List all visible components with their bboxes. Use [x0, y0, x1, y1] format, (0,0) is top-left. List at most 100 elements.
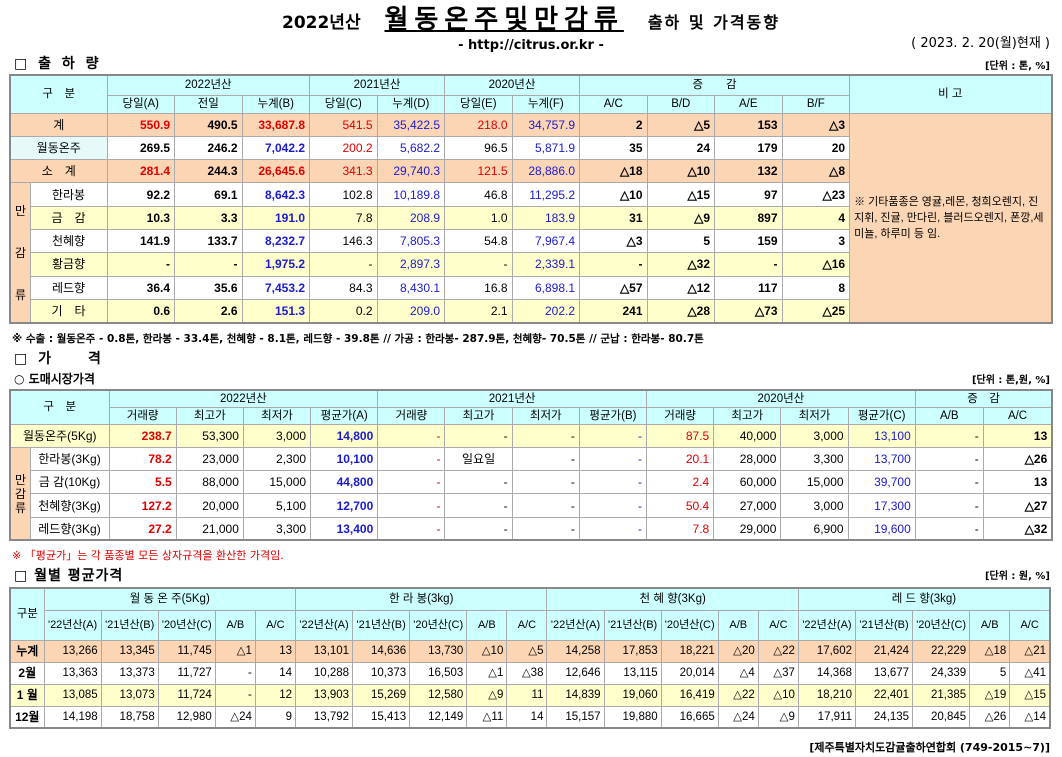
cell-d-4: 29,740.3	[376, 159, 446, 184]
subheader-8: B/D	[646, 94, 716, 114]
header-row: 구 분 2022년산 2021년산 2020년산 증 감	[9, 389, 1053, 425]
cell-4: -	[377, 470, 446, 495]
cell-3: △1	[214, 639, 256, 663]
price-unit: [단위 : 톤,원, %]	[971, 375, 1050, 386]
cell-f-6: 34,757.9	[511, 112, 581, 137]
row-label: 천혜향(3Kg)	[29, 493, 110, 518]
cell-c-3: 7.8	[309, 205, 378, 230]
row-label: 월동온주	[9, 135, 108, 161]
cell-9: 14	[506, 705, 548, 729]
cell-3: △24	[214, 705, 256, 729]
cell-6: -	[511, 423, 580, 448]
row-label: 누계	[9, 639, 45, 663]
cell-a-0: 36.4	[106, 275, 176, 300]
title-sub: 출하 및 가격동향	[647, 13, 780, 32]
cell-6: 14,636	[352, 639, 411, 663]
cell--1: 69.1	[174, 182, 243, 207]
cell-6: 15,413	[352, 705, 411, 729]
cell-10: 3,300	[780, 446, 849, 472]
cell-7: -	[578, 423, 648, 448]
cell-8: 7.8	[646, 516, 715, 541]
cell-a-0: 0.6	[106, 298, 176, 324]
side-char: 만	[15, 472, 27, 487]
cell-f-6: 6,898.1	[511, 275, 581, 300]
cell-16: 22,401	[854, 683, 914, 707]
cell-6: 15,269	[352, 683, 411, 707]
cell-13: △24	[717, 705, 759, 729]
cell-ac-7: △10	[579, 182, 648, 207]
subheader-1: '21년산(B)	[100, 609, 159, 641]
header-2020: 2020년산	[444, 74, 581, 96]
cell-ac-7: -	[579, 252, 648, 277]
subheader-0: '22년산(A)	[797, 609, 857, 641]
cell-3: 12,700	[310, 493, 379, 518]
cell-d-4: 5,682.2	[376, 135, 446, 161]
cell-a-0: 141.9	[106, 228, 176, 254]
header-2021: 2021년산	[309, 74, 446, 96]
cell-4: -	[377, 423, 446, 448]
cell-e-5: 121.5	[444, 159, 513, 184]
cell-8: △9	[466, 683, 508, 707]
cell-11: 13,100	[847, 423, 916, 448]
cell-e-5: 96.5	[444, 135, 513, 161]
cell-b-2: 8,642.3	[241, 182, 311, 207]
subheader-10: B/F	[781, 94, 851, 114]
subheader-5: 당일(E)	[444, 94, 513, 114]
header-group-1: 한 라 봉(3kg)	[294, 587, 548, 611]
table-row: 기 타 0.6 2.6 151.3 0.2 209.0 2.1 202.2 241 △28 △73 △…	[10, 298, 1052, 324]
cell-e-5: -	[444, 252, 513, 277]
cell-7: -	[578, 493, 648, 518]
cell-18: △18	[969, 639, 1011, 663]
cell-d-4: 2,897.3	[376, 252, 446, 277]
subheader-1: 전일	[174, 94, 243, 114]
cell-b-2: 8,232.7	[241, 228, 311, 254]
subheader-4: A/C	[254, 609, 297, 641]
cell-f-6: 5,871.9	[511, 135, 581, 161]
cell-4: 9	[254, 705, 297, 729]
cell-e-5: 218.0	[444, 112, 513, 137]
cell-14: △10	[757, 683, 799, 707]
header-2022: 2022년산	[106, 74, 311, 96]
cell-18: 5	[969, 661, 1011, 685]
cell-bf-10: 3	[781, 228, 851, 254]
cell-c-3: 341.3	[309, 159, 378, 184]
row-label: 금 감	[29, 205, 108, 230]
cell-14: △22	[757, 639, 799, 663]
cell-7: 16,503	[409, 661, 468, 685]
cell-3: -	[214, 661, 256, 685]
cell-11: 17,300	[847, 493, 916, 518]
cell-1: 20,000	[175, 493, 244, 518]
cell-d-4: 7,805.3	[376, 228, 446, 254]
row-label: 레드향	[29, 275, 108, 300]
cell-11: 13,700	[847, 446, 916, 472]
cell-f-6: 7,967.4	[511, 228, 581, 254]
table-row: 천혜향 141.9 133.7 8,232.7 146.3 7,805.3 54.8 7,96…	[10, 228, 1052, 254]
cell-14: △9	[757, 705, 799, 729]
cell-6: 10,373	[352, 661, 411, 685]
cell-1: 13,073	[100, 683, 159, 707]
row-label: 레드향(3Kg)	[29, 516, 110, 541]
cell-9: 60,000	[713, 470, 782, 495]
cell-10: 14,258	[546, 639, 605, 663]
shipment-section-title: □ 출 하 량	[14, 56, 102, 72]
cell-7: 13,730	[409, 639, 468, 663]
subheader-1: 최고가	[175, 406, 244, 425]
row-label: 소 계	[9, 159, 108, 184]
cell-4: 12	[254, 683, 297, 707]
subheader-6: 최저가	[511, 406, 580, 425]
row-label: 1 월	[9, 683, 45, 707]
cell-15: 18,210	[797, 683, 857, 707]
cell-bd-8: △5	[646, 112, 716, 137]
cell-ac-7: △3	[579, 228, 648, 254]
table-row: 천혜향(3Kg) 127.2 20,000 5,100 12,700- - - -50.4 27…	[10, 493, 1053, 518]
cell-1: 13,345	[100, 639, 159, 663]
cell-b-2: 191.0	[241, 205, 311, 230]
cell-9: △5	[506, 639, 548, 663]
subheader-0: 당일(A)	[106, 94, 176, 114]
subheader-3: A/B	[214, 609, 256, 641]
cell-bf-10: △8	[781, 159, 851, 184]
cell-11: 19,880	[603, 705, 662, 729]
cell--1: 246.2	[174, 135, 243, 161]
cell-b-2: 1,975.2	[241, 252, 311, 277]
